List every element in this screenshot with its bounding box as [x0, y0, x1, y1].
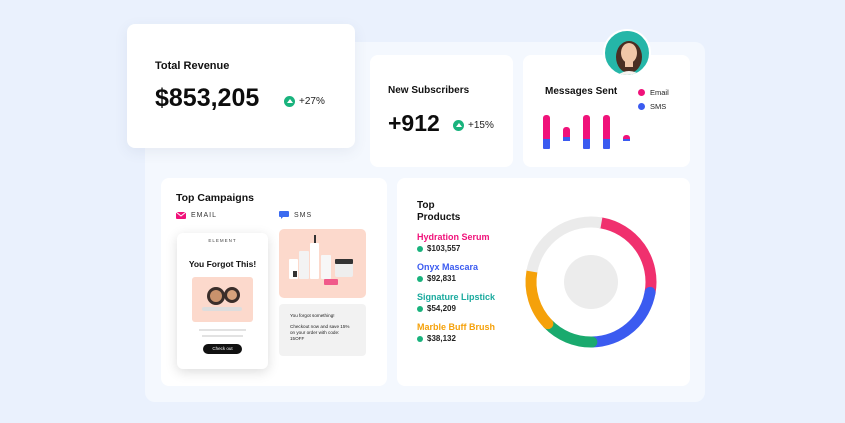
- message-bar-email: [563, 126, 570, 137]
- total-revenue-value: $853,205: [155, 84, 260, 112]
- checkout-button[interactable]: Check out: [203, 344, 242, 354]
- message-bar: [623, 135, 630, 149]
- cosmetics-bottles-icon: [289, 235, 353, 285]
- total-revenue-card[interactable]: Total Revenue $853,205 +27%: [127, 24, 355, 148]
- legend-email: Email: [638, 88, 669, 97]
- message-bar-email: [543, 115, 550, 140]
- legend-sms-label: SMS: [650, 102, 667, 111]
- products-donut-chart: [525, 216, 657, 348]
- envelope-icon: [176, 212, 186, 219]
- email-headline: You Forgot This!: [188, 259, 257, 269]
- legend-email-swatch: [638, 89, 645, 96]
- message-bar: [543, 115, 550, 149]
- product-revenue: $92,831: [417, 274, 456, 283]
- message-bar-email: [603, 115, 610, 140]
- legend-sms-swatch: [638, 103, 645, 110]
- email-text-line: [202, 335, 243, 337]
- message-bar-sms: [623, 138, 630, 141]
- compact-powder-icon: [202, 287, 242, 311]
- top-campaigns-title: Top Campaigns: [176, 192, 254, 204]
- new-subscribers-value: +912: [388, 110, 440, 136]
- new-subscribers-delta-value: +15%: [468, 120, 494, 131]
- product-name: Onyx Mascara: [417, 262, 479, 272]
- sms-line-1: You forgot something!: [290, 313, 335, 318]
- message-bar-sms: [603, 139, 610, 149]
- trend-up-icon: [453, 120, 464, 131]
- person-icon: [616, 41, 642, 75]
- product-image: [192, 277, 253, 322]
- top-products-card[interactable]: Top Products Hydration Serum $103,557 On…: [397, 178, 690, 386]
- message-bar-sms: [563, 136, 570, 142]
- donut-center: [564, 255, 618, 309]
- message-bar: [583, 115, 590, 149]
- up-dot-icon: [417, 275, 423, 282]
- sms-line-2: Checkout now and save 15% on your order …: [290, 324, 350, 341]
- chat-bubble-icon: [279, 211, 289, 219]
- sms-message-bubble: You forgot something! Checkout now and s…: [279, 304, 366, 356]
- sms-tab-label: SMS: [294, 211, 313, 219]
- product-revenue-value: $103,557: [427, 244, 461, 253]
- message-bar-sms: [543, 139, 550, 149]
- donut-segment: [526, 216, 603, 273]
- product-name: Signature Lipstick: [417, 292, 496, 302]
- sms-tab[interactable]: SMS: [279, 211, 312, 219]
- trend-up-icon: [284, 96, 295, 107]
- message-bar: [603, 115, 610, 149]
- messages-sent-title: Messages Sent: [545, 86, 618, 97]
- message-bar-email: [623, 135, 630, 139]
- sms-preview-image: [279, 229, 366, 298]
- donut-segment: [586, 286, 656, 348]
- donut-segment: [595, 217, 657, 298]
- messages-bar-chart: [543, 115, 643, 149]
- donut-segment: [525, 266, 554, 330]
- donut-segment: [542, 318, 598, 348]
- product-revenue-value: $38,132: [427, 334, 456, 343]
- product-revenue-value: $92,831: [427, 274, 456, 283]
- email-text-line: [199, 329, 246, 331]
- new-subscribers-title: New Subscribers: [388, 85, 470, 96]
- messages-sent-card[interactable]: Messages Sent Email SMS: [523, 55, 690, 167]
- top-products-title-line2: Products: [417, 212, 461, 223]
- new-subscribers-card[interactable]: New Subscribers +912 +15%: [370, 55, 513, 167]
- message-bar-sms: [583, 138, 590, 149]
- product-revenue: $38,132: [417, 334, 456, 343]
- avatar[interactable]: [603, 29, 651, 77]
- email-tab-label: EMAIL: [191, 212, 218, 219]
- top-campaigns-card[interactable]: Top Campaigns EMAIL SMS ELEMENT You Forg…: [161, 178, 387, 386]
- product-revenue-value: $54,209: [427, 304, 456, 313]
- new-subscribers-delta: +15%: [453, 120, 494, 131]
- legend-sms: SMS: [638, 102, 666, 111]
- email-tab[interactable]: EMAIL: [176, 212, 217, 219]
- legend-email-label: Email: [650, 88, 669, 97]
- up-dot-icon: [417, 335, 423, 342]
- product-name: Marble Buff Brush: [417, 322, 496, 332]
- total-revenue-delta: +27%: [284, 96, 325, 107]
- product-revenue: $103,557: [417, 244, 460, 253]
- product-name: Hydration Serum: [417, 232, 490, 242]
- up-dot-icon: [417, 305, 423, 312]
- email-preview[interactable]: ELEMENT You Forgot This! Check out: [177, 233, 268, 369]
- message-bar-email: [583, 115, 590, 139]
- top-products-title-line1: Top: [417, 200, 435, 211]
- total-revenue-delta-value: +27%: [299, 96, 325, 107]
- product-revenue: $54,209: [417, 304, 456, 313]
- email-brand: ELEMENT: [208, 238, 237, 243]
- up-dot-icon: [417, 245, 423, 252]
- message-bar: [563, 126, 570, 149]
- total-revenue-title: Total Revenue: [155, 60, 230, 72]
